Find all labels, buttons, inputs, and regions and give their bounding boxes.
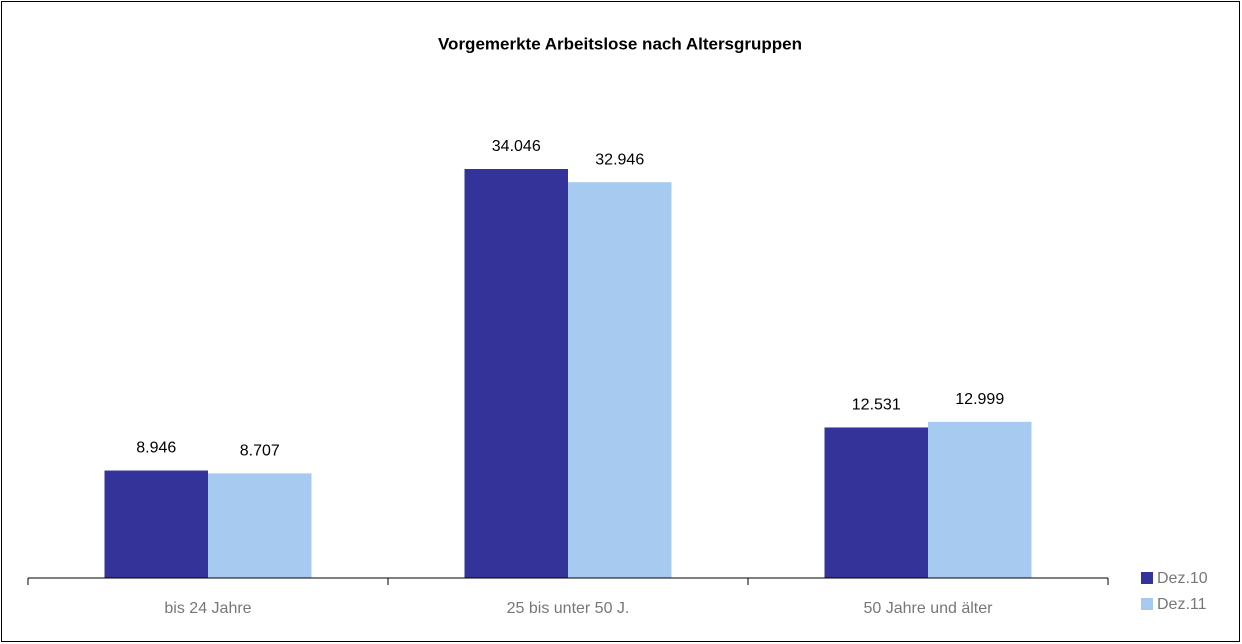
x-tick-label: bis 24 Jahre	[164, 600, 251, 617]
bar	[104, 470, 208, 578]
value-label: 12.531	[852, 397, 901, 414]
bar	[464, 169, 568, 578]
legend-swatch	[1141, 598, 1153, 610]
bar	[568, 182, 672, 578]
bar	[208, 473, 312, 578]
value-label: 32.946	[595, 151, 644, 168]
legend-label: Dez.11	[1157, 596, 1207, 613]
legend-label: Dez.10	[1157, 570, 1208, 587]
x-tick-label: 25 bis unter 50 J.	[507, 600, 630, 617]
value-label: 34.046	[492, 138, 541, 155]
x-tick-label: 50 Jahre und älter	[864, 600, 994, 617]
value-label: 8.707	[240, 443, 280, 460]
bar	[824, 427, 928, 578]
value-label: 12.999	[955, 391, 1004, 408]
legend-swatch	[1141, 572, 1153, 584]
bar	[928, 421, 1032, 578]
chart-title: Vorgemerkte Arbeitslose nach Altersgrupp…	[438, 34, 802, 53]
value-label: 8.946	[136, 440, 176, 457]
